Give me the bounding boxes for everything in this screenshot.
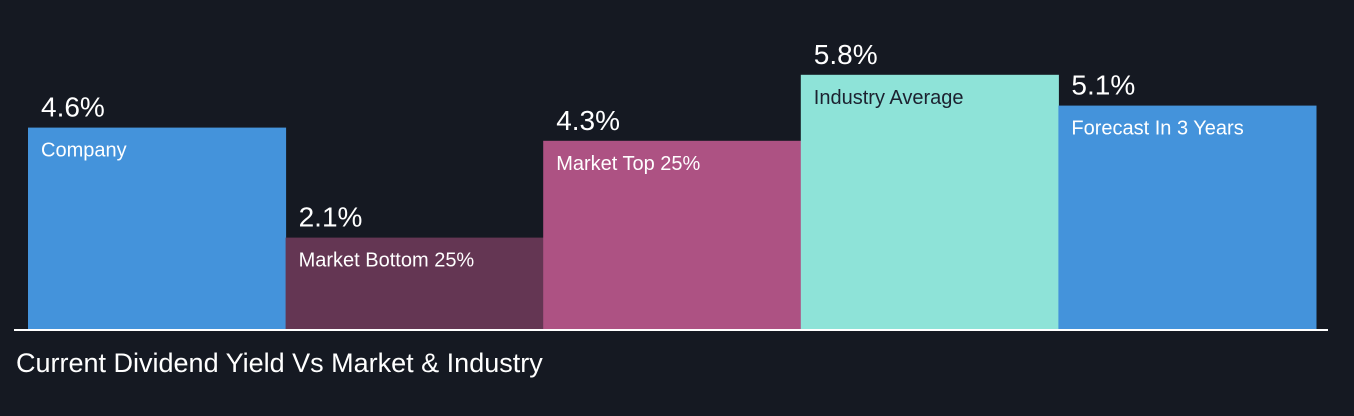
bar-forecast-in-3-years	[1058, 105, 1317, 330]
value-label-forecast-in-3-years: 5.1%	[1071, 70, 1135, 101]
bars-group	[28, 74, 1317, 330]
bar-company	[28, 127, 287, 330]
category-label-market-bottom-25: Market Bottom 25%	[299, 250, 475, 272]
category-label-industry-average: Industry Average	[814, 87, 964, 109]
value-label-market-top-25: 4.3%	[556, 105, 620, 136]
category-label-market-top-25: Market Top 25%	[556, 153, 700, 175]
value-label-market-bottom-25: 2.1%	[299, 202, 363, 233]
value-label-company: 4.6%	[41, 92, 105, 123]
bar-market-bottom-25	[285, 237, 544, 330]
value-label-industry-average: 5.8%	[814, 39, 878, 70]
labels-group: 4.6% Company 2.1% Market Bottom 25% 4.3% Mark…	[41, 39, 1244, 272]
category-label-company: Company	[41, 140, 127, 162]
chart-title: Current Dividend Yield Vs Market & Indus…	[16, 348, 543, 378]
category-label-forecast-in-3-years: Forecast In 3 Years	[1071, 118, 1243, 140]
dividend-yield-chart: 4.6% Company 2.1% Market Bottom 25% 4.3% Mark…	[14, 39, 1328, 331]
bar-industry-average	[800, 74, 1059, 330]
bar-market-top-25	[543, 140, 802, 330]
